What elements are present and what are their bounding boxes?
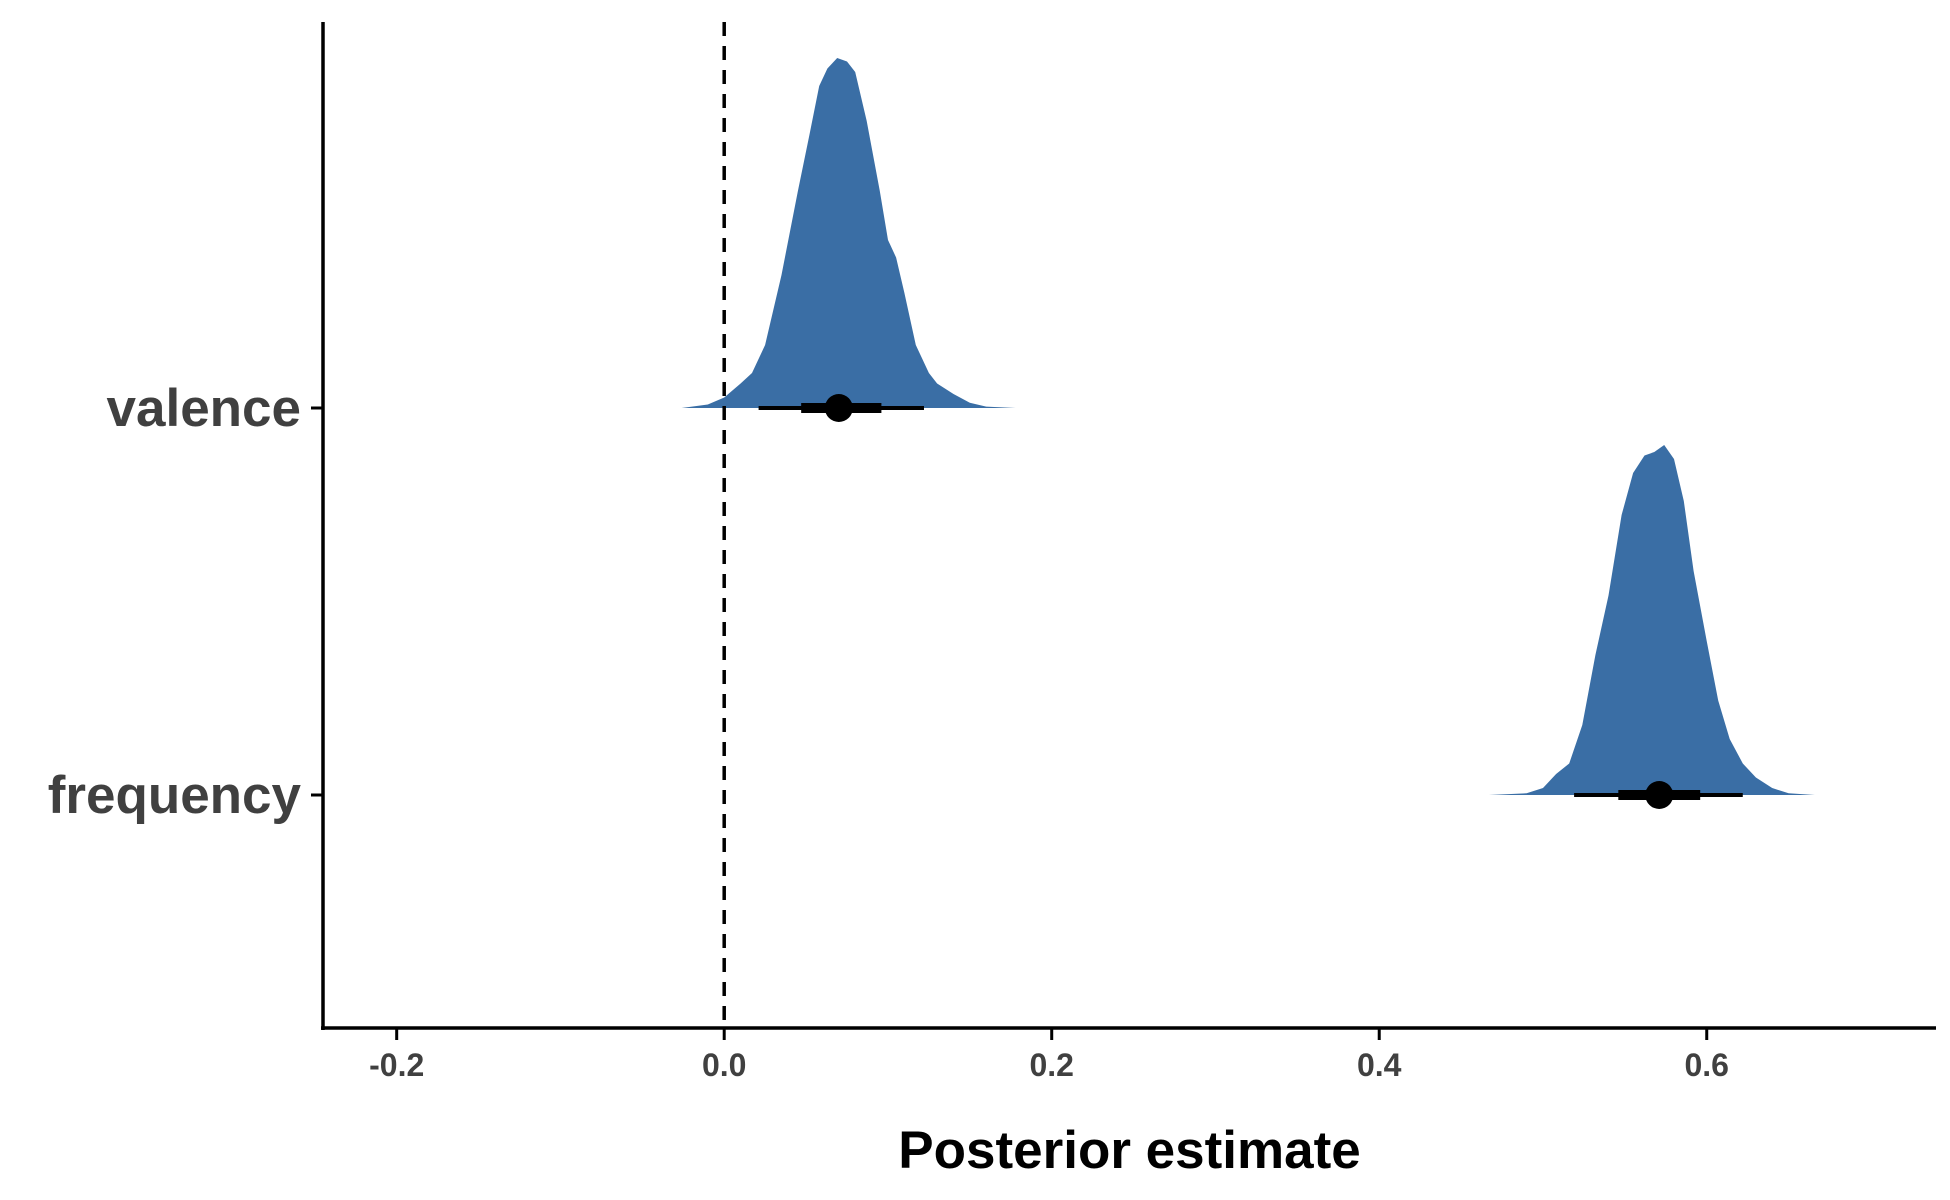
x-tick-label: 0.2: [1029, 1047, 1073, 1083]
x-axis-title: Posterior estimate: [898, 1121, 1360, 1180]
x-tick-label: 0.0: [702, 1047, 746, 1083]
interval-layer: [758, 394, 1743, 809]
x-tick-label: 0.4: [1357, 1047, 1402, 1083]
median-point-frequency: [1645, 781, 1674, 809]
median-point-valence: [824, 394, 853, 422]
x-axis-ticks: -0.2 0.0 0.2 0.4 0.6: [369, 1028, 1729, 1083]
x-tick-label: -0.2: [369, 1047, 424, 1083]
density-frequency: [1488, 445, 1815, 795]
y-tick-label-valence: valence: [107, 379, 301, 438]
x-tick-label: 0.6: [1684, 1047, 1728, 1083]
density-layer: [681, 58, 1815, 795]
y-axis-ticks: valence frequency: [48, 379, 323, 825]
y-tick-label-frequency: frequency: [48, 766, 302, 825]
density-valence: [681, 58, 1016, 408]
